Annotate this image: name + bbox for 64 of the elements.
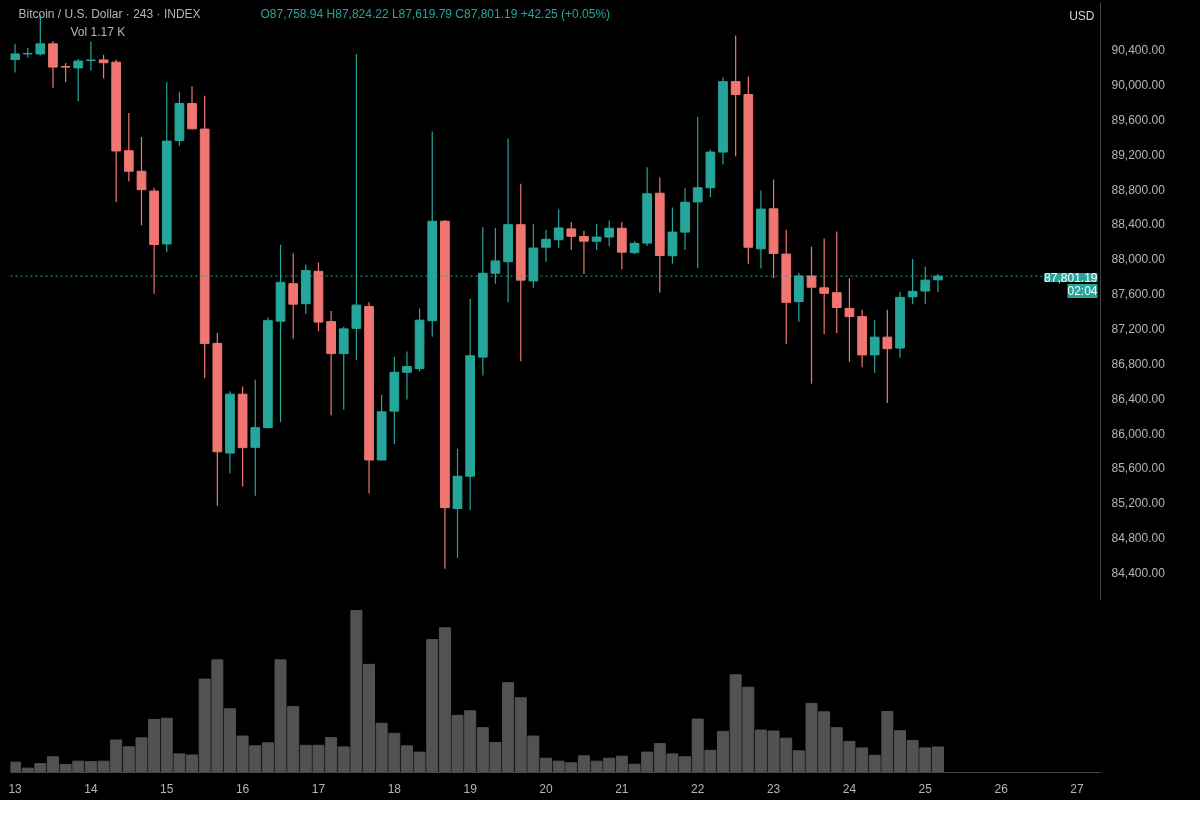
candlestick [136, 136, 147, 226]
candlestick [591, 223, 602, 251]
candlestick [566, 221, 577, 251]
x-tick-label: 20 [539, 781, 554, 796]
y-tick-label: 88,400.00 [1111, 217, 1166, 232]
candlestick [831, 230, 842, 334]
y-tick-label: 86,400.00 [1111, 391, 1166, 406]
y-tick-label: 87,200.00 [1111, 322, 1166, 337]
x-tick-label: 13 [8, 781, 23, 796]
x-tick-label: 25 [918, 781, 933, 796]
ref-line-label: 87,801.19 [1044, 271, 1098, 286]
candlestick [604, 220, 615, 247]
x-tick-label: 22 [691, 781, 705, 796]
candlestick [882, 309, 893, 404]
y-tick-label: 88,800.00 [1111, 182, 1166, 197]
x-tick-label: 26 [994, 781, 1009, 796]
candlestick [819, 237, 830, 335]
x-tick-label: 16 [235, 781, 250, 796]
x-tick-label: 23 [766, 781, 781, 796]
x-tick-label: 15 [160, 781, 174, 796]
candlestick [667, 206, 678, 265]
y-tick-label: 86,800.00 [1111, 356, 1166, 371]
candlestick [553, 209, 564, 249]
y-tick-label: 89,600.00 [1111, 112, 1166, 127]
candlestick [806, 246, 817, 385]
x-tick-label: 17 [311, 781, 326, 796]
candlestick [692, 116, 703, 269]
candlestick [541, 229, 551, 263]
y-tick-label: 84,800.00 [1111, 531, 1166, 546]
candlestick [60, 62, 71, 83]
candlestick [10, 43, 20, 74]
candlestick [402, 350, 412, 400]
y-tick-label: 85,200.00 [1111, 496, 1166, 511]
annotation: USD [1069, 8, 1095, 23]
x-tick-label: 14 [84, 781, 98, 796]
candlestick [869, 319, 880, 374]
candlestick [579, 230, 589, 275]
candlestick [73, 58, 84, 102]
y-tick-label: 85,600.00 [1111, 461, 1166, 476]
x-tick-label: 19 [463, 781, 478, 796]
chart-title: Bitcoin / U.S. Dollar · 243 · INDEX [18, 6, 201, 21]
y-tick-label: 90,400.00 [1111, 43, 1166, 58]
x-tick-label: 24 [842, 781, 857, 796]
y-tick-label: 88,000.00 [1111, 252, 1166, 267]
annotation: 02:04 [1067, 284, 1098, 299]
annotation: Vol 1.17 K [70, 24, 126, 39]
candlestick [250, 379, 261, 497]
candlestick [617, 221, 627, 270]
candlestick [86, 41, 96, 72]
candlestick [844, 277, 855, 363]
candlestick [288, 252, 299, 340]
candlestick [730, 34, 741, 157]
candlestick [48, 40, 58, 89]
x-tick-label: 21 [615, 781, 629, 796]
y-tick-label: 89,200.00 [1111, 147, 1166, 162]
x-tick-label: 18 [387, 781, 402, 796]
x-tick-label: 27 [1070, 781, 1084, 796]
y-tick-label: 87,600.00 [1111, 287, 1166, 302]
candlestick [123, 112, 134, 182]
y-tick-label: 84,400.00 [1111, 566, 1166, 581]
y-tick-label: 90,000.00 [1111, 77, 1166, 92]
chart-subtitle: O87,758.94 H87,824.22 L87,619.79 C87,801.19 +42.25 (+0.05%) [260, 6, 611, 21]
candlestick [98, 54, 109, 80]
y-tick-label: 86,000.00 [1111, 426, 1166, 441]
